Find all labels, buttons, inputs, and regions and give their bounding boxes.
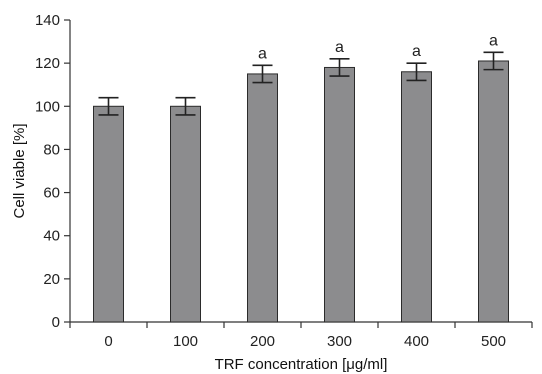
y-axis-ticks: 0 20 40 60 80 100 120 140	[35, 12, 70, 331]
x-tick-label: 300	[327, 333, 352, 350]
y-axis-label: Cell viable [%]	[11, 123, 28, 218]
x-tick-label: 100	[173, 333, 198, 350]
y-tick-label: 20	[43, 271, 60, 288]
x-axis-label: TRF concentration [μg/ml]	[215, 356, 388, 373]
bar	[170, 105, 201, 323]
x-tick-label: 500	[481, 333, 506, 350]
y-tick-label: 100	[35, 98, 60, 115]
x-axis-ticks: 0 100 200 300 400 500	[69, 322, 533, 350]
bar-series	[93, 60, 509, 323]
significance-label: a	[258, 45, 267, 62]
error-bars	[98, 51, 504, 116]
significance-label: a	[335, 39, 344, 56]
y-tick-label: 40	[43, 228, 60, 245]
y-tick-label: 140	[35, 12, 60, 29]
bar	[93, 105, 124, 323]
significance-label: a	[489, 32, 498, 49]
y-tick-label: 120	[35, 55, 60, 72]
bar	[478, 60, 509, 323]
bar	[247, 73, 278, 323]
plot-area: 0 20 40 60 80 100 120 140 0 100 200 300 400 500 a a a a	[35, 12, 533, 350]
y-tick-label: 0	[52, 314, 60, 331]
y-tick-label: 60	[43, 185, 60, 202]
bar	[324, 66, 355, 323]
significance-labels: a a aa	[258, 32, 498, 62]
x-tick-label: 400	[404, 333, 429, 350]
significance-label: a	[412, 43, 421, 60]
y-tick-label: 80	[43, 141, 60, 158]
x-tick-label: 200	[250, 333, 275, 350]
x-tick-label: 0	[104, 333, 112, 350]
bar	[401, 71, 432, 323]
